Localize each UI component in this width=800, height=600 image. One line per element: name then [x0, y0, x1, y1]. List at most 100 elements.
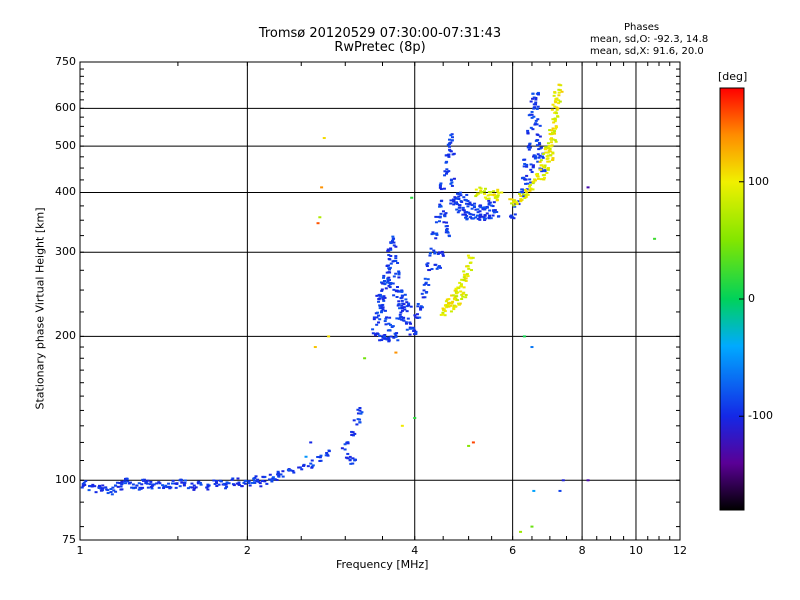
data-point: [470, 217, 474, 220]
data-point: [523, 162, 527, 165]
data-point: [531, 182, 535, 185]
data-point: [106, 492, 110, 495]
data-point: [173, 482, 177, 485]
phases-heading: Phases: [624, 22, 660, 33]
data-point: [356, 412, 360, 415]
data-point: [383, 320, 387, 323]
data-point: [388, 271, 392, 274]
data-point: [430, 268, 434, 271]
data-point: [448, 142, 452, 145]
data-point: [131, 483, 135, 486]
data-point: [150, 487, 154, 490]
data-point: [424, 282, 428, 285]
data-point: [485, 197, 489, 200]
data-point: [389, 247, 393, 250]
data-point: [557, 99, 561, 102]
data-point: [414, 332, 418, 335]
data-point: [351, 434, 355, 437]
data-point: [550, 132, 554, 135]
data-point: [387, 322, 391, 325]
data-point: [398, 313, 402, 316]
colorbar-tick-label: 100: [748, 174, 769, 188]
data-point: [459, 200, 463, 203]
data-point: [415, 313, 419, 316]
data-point: [530, 110, 534, 113]
data-point: [485, 212, 489, 215]
data-point: [291, 469, 295, 472]
data-point: [215, 480, 219, 483]
data-point: [536, 105, 540, 108]
data-point: [462, 196, 466, 199]
data-point: [360, 411, 364, 414]
data-point: [423, 277, 427, 280]
data-point: [82, 481, 86, 484]
data-point: [111, 486, 115, 489]
data-point: [219, 480, 223, 483]
data-point: [381, 336, 385, 339]
data-point: [540, 164, 544, 167]
data-point: [387, 338, 391, 341]
data-point: [120, 480, 124, 483]
data-point: [358, 406, 362, 409]
x-tick-label: 4: [411, 544, 419, 557]
data-point: [450, 294, 454, 297]
data-point: [81, 483, 85, 486]
data-point: [438, 215, 442, 218]
data-point: [447, 298, 451, 301]
data-point: [192, 488, 196, 491]
data-point: [252, 477, 256, 480]
data-point: [443, 314, 447, 317]
data-point: [446, 302, 450, 305]
data-point: [448, 145, 452, 148]
data-point: [466, 265, 470, 268]
data-point: [469, 213, 473, 216]
data-point: [456, 299, 460, 302]
data-point: [425, 263, 429, 266]
data-point: [434, 215, 438, 218]
data-point: [535, 144, 539, 147]
data-point: [397, 276, 401, 279]
data-point: [236, 477, 240, 480]
data-point: [454, 197, 458, 200]
data-point: [553, 111, 557, 114]
data-point: [480, 191, 484, 194]
data-point: [549, 154, 553, 157]
data-point: [556, 107, 560, 110]
data-point: [313, 346, 317, 349]
x-tick-label: 2: [243, 544, 251, 557]
data-point: [374, 334, 378, 337]
data-point: [416, 302, 420, 305]
data-point: [340, 447, 344, 450]
data-point: [183, 481, 187, 484]
data-point: [157, 481, 161, 484]
data-point: [112, 489, 116, 492]
data-point: [359, 412, 363, 415]
data-point: [383, 337, 387, 340]
data-point: [260, 479, 264, 482]
data-point: [527, 144, 531, 147]
data-point: [459, 191, 463, 194]
data-point: [387, 267, 391, 270]
data-point: [309, 462, 313, 465]
data-point: [197, 482, 201, 485]
data-point: [319, 454, 323, 457]
data-point: [106, 489, 110, 492]
data-point: [482, 217, 486, 220]
data-point: [533, 123, 537, 126]
data-point: [421, 296, 425, 299]
data-point: [397, 271, 401, 274]
data-point: [449, 150, 453, 153]
data-point: [537, 156, 541, 159]
data-point: [492, 190, 496, 193]
data-point: [350, 433, 354, 436]
data-point: [327, 335, 331, 338]
data-point: [471, 256, 475, 259]
data-point: [114, 490, 118, 493]
data-point: [400, 299, 404, 302]
data-point: [512, 217, 516, 220]
data-point: [523, 196, 527, 199]
data-point: [399, 311, 403, 314]
data-point: [126, 480, 130, 483]
data-point: [462, 291, 466, 294]
data-point: [401, 319, 405, 322]
